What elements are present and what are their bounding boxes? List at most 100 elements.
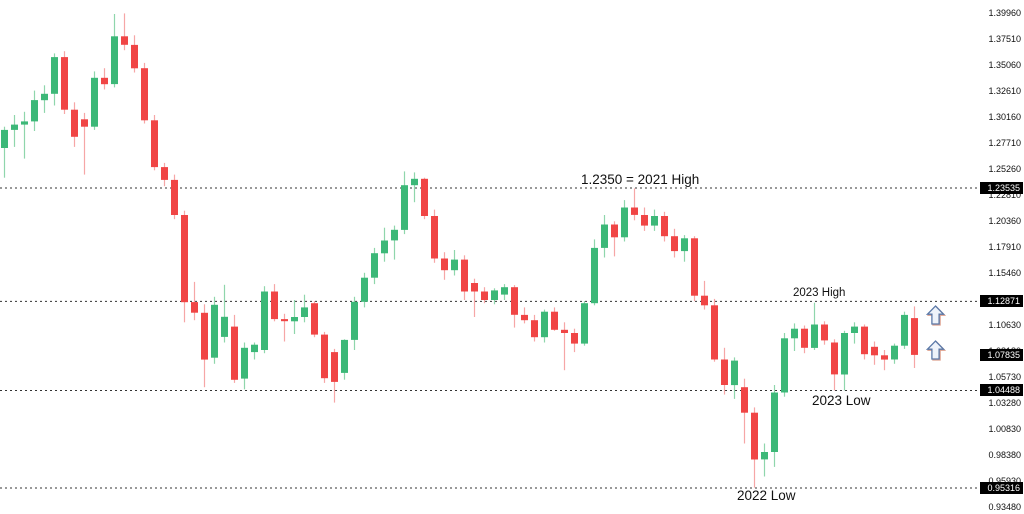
candle-body bbox=[361, 277, 368, 302]
candle-body bbox=[191, 302, 198, 313]
candle-body bbox=[581, 303, 588, 344]
candle-body bbox=[821, 324, 828, 341]
axis-tick-label: 1.30160 bbox=[988, 112, 1021, 122]
candle-body bbox=[41, 93, 48, 101]
candle-body bbox=[601, 224, 608, 248]
candle-body bbox=[611, 224, 618, 238]
candle-body bbox=[521, 314, 528, 321]
axis-tick-label: 1.03280 bbox=[988, 398, 1021, 408]
annotation-2021-high[interactable]: 1.2350 = 2021 High bbox=[581, 172, 700, 187]
candle-body bbox=[421, 178, 428, 216]
candle-body bbox=[641, 215, 648, 226]
candle-body bbox=[661, 216, 668, 237]
axis-tick-label: 1.37510 bbox=[988, 34, 1021, 44]
candle-body bbox=[841, 333, 848, 375]
axis-tick-label: 1.35060 bbox=[988, 60, 1021, 70]
candle-body bbox=[281, 319, 288, 322]
annotation-2022-low[interactable]: 2022 Low bbox=[737, 488, 796, 503]
candle-body bbox=[241, 347, 248, 379]
candle-body bbox=[481, 291, 488, 300]
candle-body bbox=[881, 355, 888, 360]
candle-body bbox=[341, 339, 348, 373]
axis-tick-label: 1.15460 bbox=[988, 268, 1021, 278]
candle-body bbox=[741, 387, 748, 413]
candle-body bbox=[831, 342, 838, 375]
candle-body bbox=[441, 258, 448, 271]
annotation-2023-low[interactable]: 2023 Low bbox=[812, 393, 871, 408]
candle-body bbox=[121, 36, 128, 45]
axis-tick-label: 1.39960 bbox=[988, 8, 1021, 18]
axis-tick-label: 0.95930 bbox=[988, 476, 1021, 486]
candle-body bbox=[501, 287, 508, 295]
candle-body bbox=[861, 326, 868, 355]
candle-body bbox=[401, 185, 408, 230]
candle-body bbox=[321, 334, 328, 379]
candle-body bbox=[681, 238, 688, 252]
candle-body bbox=[651, 216, 658, 226]
candle-body bbox=[1, 129, 8, 148]
candle-body bbox=[541, 311, 548, 338]
candle-body bbox=[671, 236, 678, 252]
candle-body bbox=[781, 338, 788, 393]
candle-body bbox=[451, 259, 458, 271]
candle-body bbox=[701, 295, 708, 306]
candle-body bbox=[691, 238, 698, 296]
candle-body bbox=[251, 344, 258, 353]
candle-body bbox=[731, 360, 738, 386]
candle-body bbox=[571, 333, 578, 344]
candle-body bbox=[531, 320, 538, 338]
highlighted-price-label: 1.04488 bbox=[980, 384, 1023, 396]
candle-body bbox=[461, 259, 468, 292]
candle-body bbox=[381, 240, 388, 254]
axis-tick-label: 1.32610 bbox=[988, 86, 1021, 96]
candle-body bbox=[91, 77, 98, 127]
candle-body bbox=[411, 178, 418, 186]
candle-body bbox=[311, 303, 318, 335]
candle-body bbox=[911, 318, 918, 355]
candle-body bbox=[351, 301, 358, 340]
annotation-2023-high[interactable]: 2023 High bbox=[793, 287, 846, 299]
candle-body bbox=[711, 305, 718, 360]
candle-body bbox=[631, 207, 638, 215]
candle-body bbox=[141, 68, 148, 121]
candle-body bbox=[211, 304, 218, 358]
candle-body bbox=[871, 346, 878, 356]
candle-body bbox=[391, 229, 398, 241]
axis-tick-label: 0.98380 bbox=[988, 450, 1021, 460]
candle-body bbox=[551, 311, 558, 330]
candle-body bbox=[851, 326, 858, 333]
up-arrow-icon[interactable] bbox=[926, 305, 945, 325]
candle-body bbox=[771, 392, 778, 452]
highlighted-price-label: 1.12871 bbox=[980, 295, 1023, 307]
candle-body bbox=[151, 120, 158, 168]
axis-tick-label: 1.20360 bbox=[988, 216, 1021, 226]
axis-tick-label: 1.22810 bbox=[988, 190, 1021, 200]
candle-body bbox=[721, 359, 728, 385]
candle-body bbox=[101, 77, 108, 85]
candle-body bbox=[801, 328, 808, 348]
candle-body bbox=[271, 291, 278, 320]
candle-body bbox=[51, 57, 58, 94]
candle-body bbox=[11, 124, 18, 130]
candle-body bbox=[431, 216, 438, 259]
up-arrow-icon[interactable] bbox=[926, 340, 945, 360]
candle-body bbox=[371, 253, 378, 278]
candle-body bbox=[71, 109, 78, 137]
candle-body bbox=[131, 44, 138, 69]
candle-body bbox=[891, 345, 898, 360]
axis-tick-label: 1.00830 bbox=[988, 424, 1021, 434]
candle-body bbox=[231, 326, 238, 380]
candle-body bbox=[901, 314, 908, 346]
axis-tick-label: 0.93480 bbox=[988, 502, 1021, 512]
candle-body bbox=[811, 324, 818, 348]
candle-body bbox=[21, 121, 28, 125]
axis-tick-label: 1.17910 bbox=[988, 242, 1021, 252]
candle-body bbox=[31, 100, 38, 122]
axis-tick-label: 1.27710 bbox=[988, 138, 1021, 148]
candle-body bbox=[201, 312, 208, 360]
candle-body bbox=[331, 352, 338, 382]
candle-body bbox=[111, 36, 118, 85]
highlighted-price-label: 0.95316 bbox=[980, 482, 1023, 494]
